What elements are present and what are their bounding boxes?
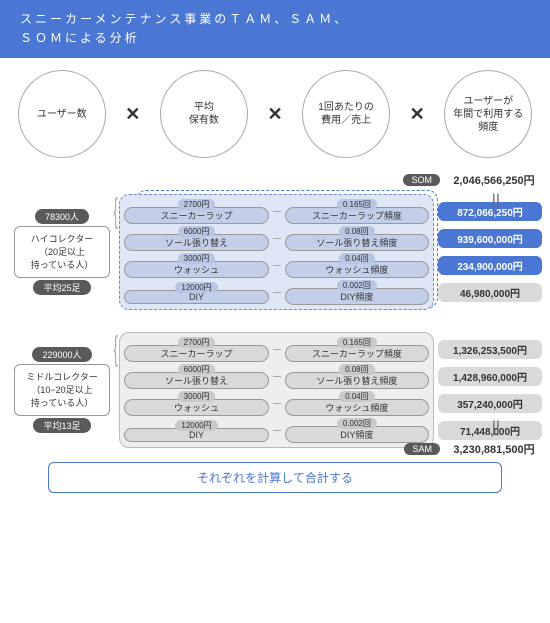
connector-line — [273, 430, 281, 431]
som-total-row: SOM 2,046,566,250円 — [403, 172, 542, 188]
footer-note: それぞれを計算して合計する — [48, 462, 502, 493]
service-row: 2700円 スニーカーラップ 0.165回 スニーカーラップ頻度 — [124, 337, 429, 362]
amounts-col: 1,326,253,500円 1,428,960,000円 357,240,000円… — [438, 332, 542, 448]
price-label: 2700円 — [178, 337, 216, 348]
avg-badge: 平均25足 — [33, 280, 90, 295]
brace-icon: { — [113, 194, 118, 310]
service-row: 12000円 DIY 0.002回 DIY頻度 — [124, 418, 429, 443]
formula-circle-users: ユーザー数 — [18, 70, 106, 158]
sam-total: 3,230,881,500円 — [446, 441, 542, 457]
service-row: 12000円 DIY 0.002回 DIY頻度 — [124, 280, 429, 305]
connector-line — [273, 265, 281, 266]
collector-box: ミドルコレクター （10−20足以上 持っている人） — [14, 364, 110, 416]
collector-box: ハイコレクター （20足以上 持っている人） — [14, 226, 110, 278]
rate-label: 0.165回 — [337, 199, 377, 210]
header-line1: スニーカーメンテナンス事業のＴＡＭ、ＳＡＭ、 — [20, 10, 530, 29]
formula-circle-cost: 1回あたりの 費用／売上 — [302, 70, 390, 158]
price-label: 6000円 — [178, 226, 216, 237]
amount-value: 1,326,253,500円 — [438, 340, 542, 359]
rate-label: 0.04回 — [339, 391, 375, 402]
connector-line — [273, 292, 281, 293]
som-total: 2,046,566,250円 — [446, 172, 542, 188]
avg-badge: 平均13足 — [33, 418, 90, 433]
sam-tag: SAM — [404, 443, 440, 455]
segment-row: 229000人 ミドルコレクター （10−20足以上 持っている人） 平均13足… — [8, 332, 542, 448]
mult-icon: ✕ — [267, 104, 282, 125]
rate-label: 0.002回 — [337, 418, 377, 429]
price-label: 2700円 — [178, 199, 216, 210]
main-area: SOM 2,046,566,250円 || 78300人 ハイコレクター （20… — [0, 170, 550, 511]
connector-line — [273, 403, 281, 404]
formula-circle-avg: 平均 保有数 — [160, 70, 248, 158]
service-panel: 2700円 スニーカーラップ 0.165回 スニーカーラップ頻度 6000円 ソ… — [119, 332, 434, 448]
mult-icon: ✕ — [125, 104, 140, 125]
mult-icon: ✕ — [410, 104, 425, 125]
rate-label: 0.165回 — [337, 337, 377, 348]
segment-row: 78300人 ハイコレクター （20足以上 持っている人） 平均25足 { 270… — [8, 194, 542, 310]
amount-value: 46,980,000円 — [438, 283, 542, 302]
connector-line — [273, 376, 281, 377]
service-row: 2700円 スニーカーラップ 0.165回 スニーカーラップ頻度 — [124, 199, 429, 224]
price-label: 12000円 — [175, 282, 217, 293]
price-label: 3000円 — [178, 253, 216, 264]
connector-line — [273, 349, 281, 350]
connector-line — [273, 238, 281, 239]
amount-value: 939,600,000円 — [438, 229, 542, 248]
som-tag: SOM — [403, 174, 440, 186]
rate-label: 0.04回 — [339, 253, 375, 264]
price-label: 3000円 — [178, 391, 216, 402]
connector-line — [273, 211, 281, 212]
header-line2: ＳＯＭによる分析 — [20, 29, 530, 48]
amount-value: 234,900,000円 — [438, 256, 542, 275]
formula-row: ユーザー数 ✕ 平均 保有数 ✕ 1回あたりの 費用／売上 ✕ ユーザーが 年間… — [0, 58, 550, 170]
amount-value: 357,240,000円 — [438, 394, 542, 413]
header-banner: スニーカーメンテナンス事業のＴＡＭ、ＳＡＭ、 ＳＯＭによる分析 — [0, 0, 550, 58]
rate-label: 0.002回 — [337, 280, 377, 291]
amount-value: 872,066,250円 — [438, 202, 542, 221]
rate-label: 0.08回 — [339, 364, 375, 375]
formula-circle-freq: ユーザーが 年間で利用する 頻度 — [444, 70, 532, 158]
service-row: 6000円 ソール張り替え 0.08回 ソール張り替え頻度 — [124, 226, 429, 251]
amounts-col: 872,066,250円 939,600,000円 234,900,000円 46,9… — [438, 194, 542, 310]
price-label: 12000円 — [175, 420, 217, 431]
count-badge: 78300人 — [35, 209, 89, 224]
sam-total-row: SAM 3,230,881,500円 — [404, 441, 542, 457]
service-row: 3000円 ウォッシュ 0.04回 ウォッシュ頻度 — [124, 391, 429, 416]
count-badge: 229000人 — [32, 347, 91, 362]
amount-value: 71,448,000円 — [438, 421, 542, 440]
equals-icon: || — [492, 192, 500, 210]
price-label: 6000円 — [178, 364, 216, 375]
service-row: 3000円 ウォッシュ 0.04回 ウォッシュ頻度 — [124, 253, 429, 278]
equals-icon: || — [492, 419, 500, 437]
brace-icon: { — [113, 332, 118, 448]
service-row: 6000円 ソール張り替え 0.08回 ソール張り替え頻度 — [124, 364, 429, 389]
amount-value: 1,428,960,000円 — [438, 367, 542, 386]
rate-label: 0.08回 — [339, 226, 375, 237]
service-panel: 2700円 スニーカーラップ 0.165回 スニーカーラップ頻度 6000円 ソ… — [119, 194, 434, 310]
